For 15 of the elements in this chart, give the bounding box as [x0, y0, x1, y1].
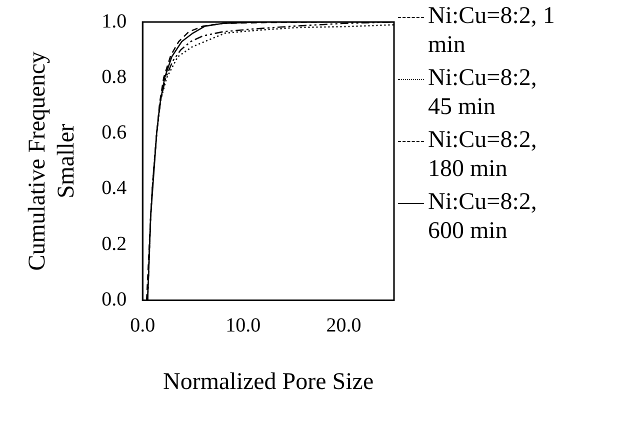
legend-label: Ni:Cu=8:2, 600 min: [428, 188, 538, 246]
y-tick-label: 0.6: [102, 122, 127, 144]
legend-label: Ni:Cu=8:2, 45 min: [428, 64, 538, 122]
y-tick-label: 0.0: [102, 288, 127, 310]
y-tick-label: 0.4: [102, 177, 127, 200]
x-axis-title: Normalized Pore Size: [162, 368, 374, 395]
y-tick-label: 0.8: [102, 66, 127, 88]
x-tick-label: 0.0: [130, 314, 156, 336]
y-tick-label: 0.2: [102, 232, 127, 255]
legend-label: Ni:Cu=8:2, 1 min: [428, 2, 556, 60]
legend-label: Ni:Cu=8:2, 180 min: [428, 126, 538, 184]
x-tick-label: 10.0: [226, 314, 261, 336]
y-tick-label: 1.0: [102, 10, 127, 32]
x-tick-label: 20.0: [326, 314, 362, 336]
y-axis-title: Cumulative Frequency Smaller: [24, 51, 80, 271]
